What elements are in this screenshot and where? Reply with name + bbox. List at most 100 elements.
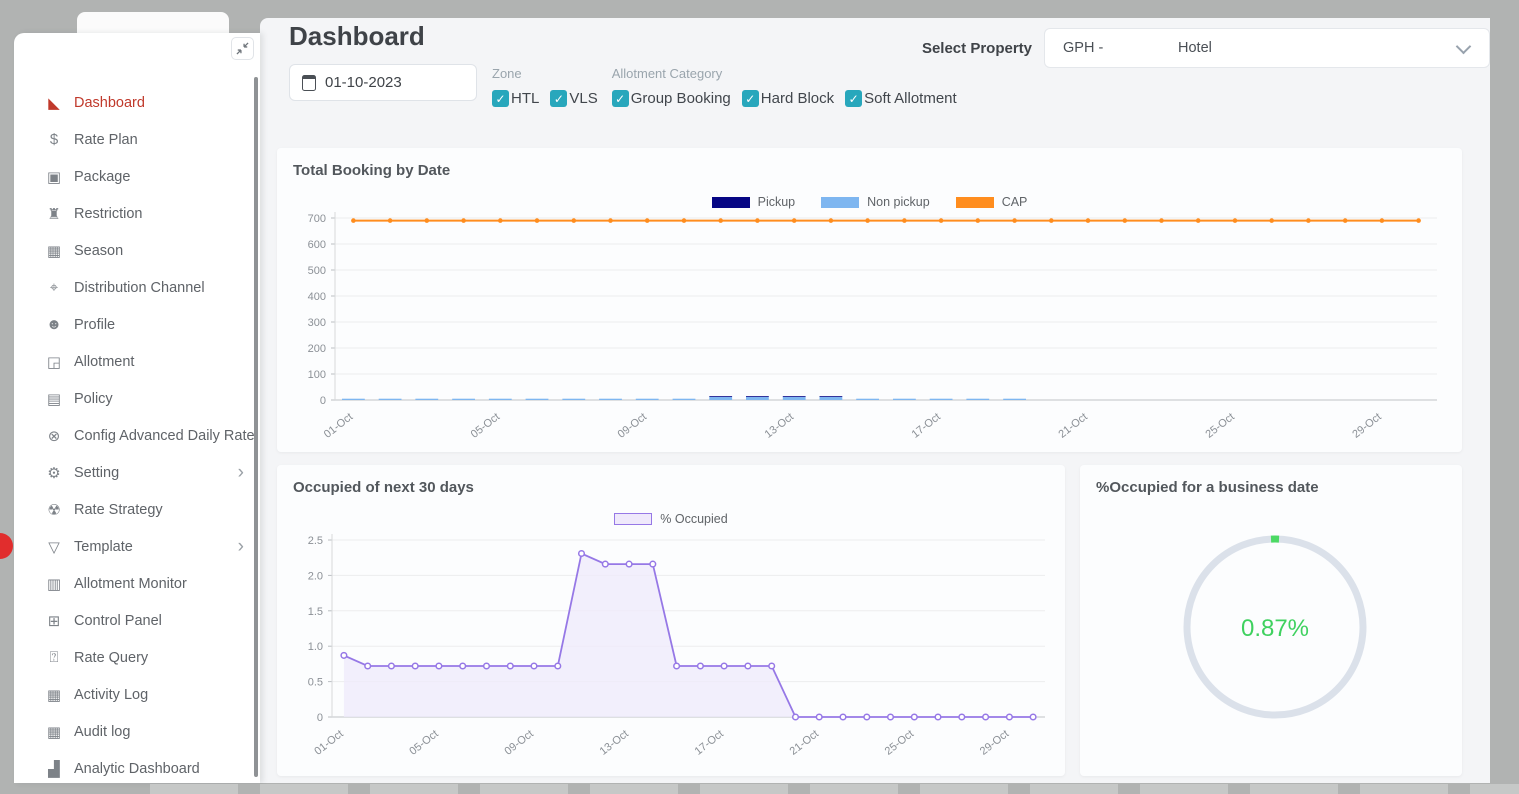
- svg-text:09-Oct: 09-Oct: [616, 411, 649, 441]
- sidebar-item-season[interactable]: ▦ Season: [14, 232, 260, 269]
- zone-checkbox-vls[interactable]: ✓ VLS: [550, 90, 598, 107]
- sidebar-item-label: Audit log: [74, 723, 131, 740]
- property-name: Hotel: [1178, 40, 1212, 56]
- chevron-down-icon: [1455, 38, 1472, 55]
- occupied-30-days-legend: % Occupied: [277, 512, 1065, 526]
- allotment-category-options: ✓ Group Booking ✓ Hard Block ✓ Soft Allotment: [611, 90, 957, 107]
- occupied-30-days-title: Occupied of next 30 days: [293, 479, 474, 496]
- sidebar-item-dashboard[interactable]: ◣ Dashboard: [14, 84, 260, 121]
- property-select-dropdown[interactable]: GPH - Hotel: [1044, 28, 1490, 68]
- filter-bar: Zone ✓ HTL ✓ VLS Allotment Category ✓ Group …: [492, 66, 957, 107]
- allotment-category-filter-group: Allotment Category ✓ Group Booking ✓ Hard B…: [611, 66, 957, 107]
- sidebar-item-package[interactable]: ▣ Package: [14, 158, 260, 195]
- checkbox-checked-icon: ✓: [611, 90, 629, 107]
- svg-text:2.0: 2.0: [308, 570, 323, 582]
- checkbox-checked-icon: ✓: [550, 90, 568, 107]
- table-icon: ▦: [46, 686, 62, 704]
- sidebar-item-activity-log[interactable]: ▦ Activity Log: [14, 676, 260, 713]
- svg-text:21-Oct: 21-Oct: [1056, 411, 1089, 441]
- occupied-30-days-chart: 0 0.5 1.0 1.5 2.0 2.5 01-Oct 05-Oct 09-Oct 13-Oct…: [277, 527, 1065, 777]
- chevron-right-icon: ›: [237, 462, 244, 483]
- sidebar-item-rate-query[interactable]: ⍰ Rate Query: [14, 639, 260, 676]
- legend-swatch: [614, 513, 653, 525]
- sidebar-item-profile[interactable]: ☻ Profile: [14, 306, 260, 343]
- legend-item-pickup[interactable]: Pickup: [711, 195, 796, 209]
- occupied-business-date-card: %Occupied for a business date 0.87%: [1080, 465, 1462, 776]
- checkbox-checked-icon: ✓: [845, 90, 863, 107]
- app-window: ◣ Dashboard $ Rate Plan ▣ Package ♜ Restriction…: [14, 12, 1490, 783]
- sidebar-scrollbar[interactable]: [254, 77, 258, 777]
- svg-text:500: 500: [308, 265, 326, 277]
- calendar-question-icon: ⍰: [49, 649, 59, 666]
- category-checkbox-hard-block[interactable]: ✓ Hard Block: [741, 90, 834, 107]
- sidebar-item-analytic-dashboard[interactable]: ▟ Analytic Dashboard: [14, 750, 260, 783]
- monitor-icon: ▥: [46, 575, 62, 593]
- sidebar-item-template[interactable]: ▽ Template ›: [14, 528, 260, 565]
- dollar-icon: $: [49, 131, 59, 148]
- sidebar-item-label: Control Panel: [74, 612, 162, 629]
- date-value: 01-10-2023: [325, 74, 402, 91]
- category-checkbox-soft-allotment[interactable]: ✓ Soft Allotment: [845, 90, 957, 107]
- sidebar-menu: ◣ Dashboard $ Rate Plan ▣ Package ♜ Restriction…: [14, 84, 260, 783]
- total-booking-chart: 0 100 200 300 400 500 600 700 01-Oct 05-Oct 09-Oct…: [277, 210, 1462, 453]
- calendar-icon: [302, 74, 316, 91]
- svg-text:17-Oct: 17-Oct: [693, 728, 726, 758]
- sidebar-item-distribution-channel[interactable]: ⌖ Distribution Channel: [14, 269, 260, 306]
- svg-text:01-Oct: 01-Oct: [312, 728, 345, 758]
- checkbox-label: HTL: [511, 90, 540, 107]
- sidebar-item-label: Rate Query: [74, 649, 149, 666]
- occupied-donut-chart: 0.87%: [1080, 501, 1462, 776]
- svg-text:25-Oct: 25-Oct: [883, 728, 916, 758]
- sidebar-item-config-advanced-daily-rate[interactable]: ⊗ Config Advanced Daily Rate: [14, 417, 260, 454]
- sidebar-item-label: Policy: [74, 390, 113, 407]
- sidebar-item-restriction[interactable]: ♜ Restriction: [14, 195, 260, 232]
- svg-text:0.87%: 0.87%: [1241, 615, 1309, 642]
- svg-text:25-Oct: 25-Oct: [1203, 411, 1236, 441]
- page-title: Dashboard: [289, 21, 425, 51]
- occupied-30-days-card: Occupied of next 30 days % Occupied 0 0.5…: [277, 465, 1065, 776]
- sidebar-item-allotment[interactable]: ◲ Allotment: [14, 343, 260, 380]
- sidebar-item-rate-strategy[interactable]: ☢ Rate Strategy: [14, 491, 260, 528]
- sidebar-item-policy[interactable]: ▤ Policy: [14, 380, 260, 417]
- sidebar-item-label: Analytic Dashboard: [74, 760, 200, 777]
- legend-item-non-pickup[interactable]: Non pickup: [821, 195, 930, 209]
- gear-icon: ⚙: [47, 464, 61, 482]
- notification-badge[interactable]: [0, 533, 13, 559]
- svg-text:13-Oct: 13-Oct: [598, 728, 631, 758]
- funnel-icon: ▽: [48, 538, 60, 556]
- collapse-sidebar-button[interactable]: [231, 37, 254, 60]
- checkbox-label: Group Booking: [630, 90, 731, 107]
- zone-filter-group: Zone ✓ HTL ✓ VLS: [492, 66, 598, 107]
- sidebar-item-label: Activity Log: [74, 686, 149, 703]
- sidebar-item-setting[interactable]: ⚙ Setting ›: [14, 454, 260, 491]
- sidebar-item-label: Allotment Monitor: [74, 575, 187, 592]
- gift-icon: ▣: [46, 168, 62, 186]
- radiation-icon: ☢: [47, 501, 61, 519]
- sidebar-item-audit-log[interactable]: ▦ Audit log: [14, 713, 260, 750]
- category-checkbox-group-booking[interactable]: ✓ Group Booking: [611, 90, 731, 107]
- svg-text:1.5: 1.5: [308, 606, 323, 618]
- legend-item-cap[interactable]: CAP: [955, 195, 1028, 209]
- sidebar-item-label: Restriction: [74, 205, 143, 222]
- svg-text:09-Oct: 09-Oct: [502, 728, 535, 758]
- collapse-arrows-icon: [236, 42, 249, 55]
- legend-label: CAP: [1001, 195, 1028, 209]
- business-date-input[interactable]: 01-10-2023: [289, 64, 477, 101]
- legend-label: % Occupied: [660, 512, 728, 526]
- calendar-icon: ▦: [46, 242, 62, 260]
- area-chart-icon: ◣: [48, 94, 60, 112]
- legend-label: Pickup: [757, 195, 796, 209]
- horizontal-scrollbar[interactable]: [150, 784, 1519, 794]
- svg-text:0: 0: [320, 395, 326, 407]
- legend-swatch: [955, 196, 994, 208]
- svg-text:13-Oct: 13-Oct: [763, 411, 796, 441]
- sidebar-item-label: Allotment: [74, 353, 135, 370]
- legend-item--occupied[interactable]: % Occupied: [614, 512, 728, 526]
- zone-checkbox-htl[interactable]: ✓ HTL: [492, 90, 539, 107]
- sidebar-item-label: Profile: [74, 316, 116, 333]
- sidebar-item-allotment-monitor[interactable]: ▥ Allotment Monitor: [14, 565, 260, 602]
- sidebar-item-rate-plan[interactable]: $ Rate Plan: [14, 121, 260, 158]
- checkbox-label: VLS: [569, 90, 598, 107]
- sidebar-item-control-panel[interactable]: ⊞ Control Panel: [14, 602, 260, 639]
- castle-icon: ♜: [47, 205, 61, 223]
